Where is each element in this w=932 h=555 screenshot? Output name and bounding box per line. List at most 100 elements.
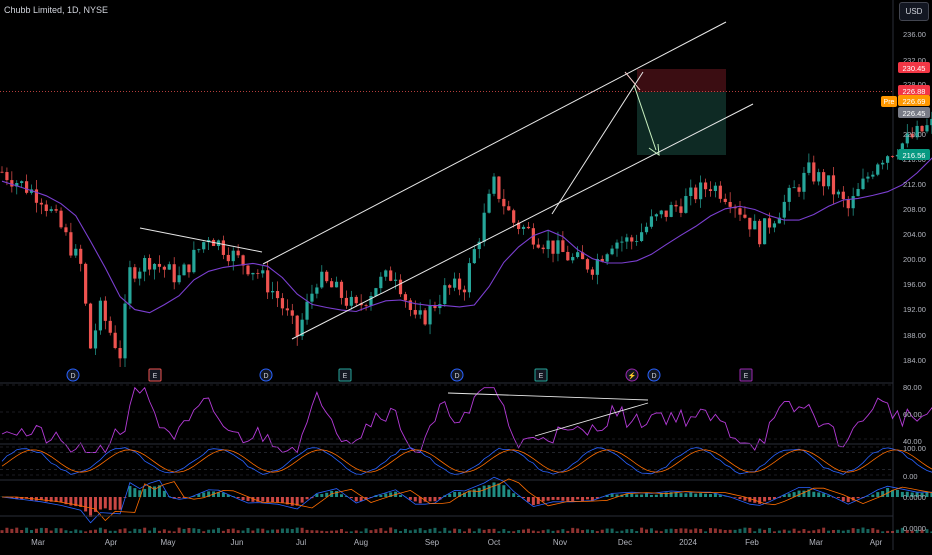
candle-body[interactable]: [832, 175, 835, 194]
candle-body[interactable]: [606, 254, 609, 261]
candle-body[interactable]: [310, 294, 313, 302]
candle-body[interactable]: [192, 250, 195, 272]
candle-body[interactable]: [463, 290, 466, 293]
candle-body[interactable]: [537, 245, 540, 248]
candle-body[interactable]: [458, 279, 461, 290]
candle-body[interactable]: [812, 162, 815, 181]
candle-body[interactable]: [591, 269, 594, 274]
moving-average-line[interactable]: [2, 98, 932, 313]
candle-body[interactable]: [182, 265, 185, 276]
candle-body[interactable]: [20, 181, 23, 183]
candle-body[interactable]: [842, 192, 845, 199]
candle-body[interactable]: [561, 240, 564, 252]
candle-body[interactable]: [856, 189, 859, 196]
profit-target-zone[interactable]: [637, 92, 726, 155]
candle-body[interactable]: [25, 181, 28, 193]
candle-body[interactable]: [655, 214, 658, 216]
candle-body[interactable]: [133, 267, 136, 278]
candle-body[interactable]: [443, 285, 446, 304]
candle-body[interactable]: [69, 232, 72, 255]
candle-body[interactable]: [674, 205, 677, 206]
candle-body[interactable]: [773, 223, 776, 227]
candle-body[interactable]: [729, 202, 732, 207]
candle-body[interactable]: [576, 252, 579, 257]
candle-body[interactable]: [684, 196, 687, 213]
candle-body[interactable]: [305, 302, 308, 320]
candle-body[interactable]: [84, 264, 87, 304]
candle-body[interactable]: [335, 282, 338, 288]
candle-body[interactable]: [123, 304, 126, 359]
candle-body[interactable]: [173, 264, 176, 282]
candle-body[interactable]: [699, 182, 702, 199]
candle-body[interactable]: [153, 264, 156, 270]
candle-body[interactable]: [276, 291, 279, 298]
candle-body[interactable]: [866, 177, 869, 179]
candle-body[interactable]: [99, 301, 102, 331]
candle-body[interactable]: [473, 249, 476, 263]
candle-body[interactable]: [320, 272, 323, 288]
currency-button[interactable]: USD: [899, 2, 929, 21]
candle-body[interactable]: [586, 259, 589, 269]
candle-body[interactable]: [871, 175, 874, 177]
candle-body[interactable]: [187, 265, 190, 273]
candle-body[interactable]: [891, 156, 894, 157]
candle-body[interactable]: [719, 186, 722, 199]
candle-body[interactable]: [364, 305, 367, 306]
candle-body[interactable]: [625, 237, 628, 241]
candle-body[interactable]: [197, 249, 200, 250]
candle-body[interactable]: [547, 241, 550, 250]
candle-body[interactable]: [50, 209, 53, 211]
candle-body[interactable]: [807, 162, 810, 172]
candle-body[interactable]: [89, 304, 92, 349]
candle-body[interactable]: [453, 279, 456, 288]
candle-body[interactable]: [640, 232, 643, 241]
candle-body[interactable]: [793, 187, 796, 188]
candle-body[interactable]: [660, 211, 663, 215]
candle-body[interactable]: [758, 221, 761, 244]
candle-body[interactable]: [768, 218, 771, 227]
rsi-line[interactable]: [2, 388, 932, 453]
candle-body[interactable]: [802, 173, 805, 192]
candle-body[interactable]: [404, 294, 407, 300]
candle-body[interactable]: [128, 267, 131, 303]
candle-body[interactable]: [330, 281, 333, 287]
candle-body[interactable]: [542, 248, 545, 249]
candle-body[interactable]: [424, 310, 427, 324]
candle-body[interactable]: [615, 243, 618, 249]
candle-body[interactable]: [10, 180, 13, 186]
candle-body[interactable]: [237, 251, 240, 256]
stop-loss-zone[interactable]: [637, 69, 726, 92]
candle-body[interactable]: [379, 277, 382, 288]
candle-body[interactable]: [202, 242, 205, 249]
candle-body[interactable]: [340, 282, 343, 298]
candle-body[interactable]: [94, 330, 97, 348]
candle-body[interactable]: [665, 211, 668, 217]
candle-body[interactable]: [246, 266, 249, 275]
candle-body[interactable]: [74, 249, 77, 256]
candle-body[interactable]: [788, 188, 791, 202]
stochastic-d-line[interactable]: [2, 450, 932, 472]
candle-body[interactable]: [64, 227, 67, 232]
candle-body[interactable]: [847, 199, 850, 208]
candle-body[interactable]: [55, 209, 58, 211]
candle-body[interactable]: [163, 267, 166, 270]
resistance-trendline[interactable]: [140, 228, 262, 252]
candle-body[interactable]: [596, 259, 599, 275]
rising-wedge-line[interactable]: [552, 72, 643, 214]
candle-body[interactable]: [650, 216, 653, 226]
candle-body[interactable]: [886, 156, 889, 163]
candle-body[interactable]: [743, 215, 746, 218]
candle-body[interactable]: [492, 177, 495, 194]
candle-body[interactable]: [350, 297, 353, 306]
candle-body[interactable]: [178, 275, 181, 282]
candle-body[interactable]: [704, 182, 707, 189]
candle-body[interactable]: [40, 203, 43, 205]
candle-body[interactable]: [232, 251, 235, 261]
candle-body[interactable]: [118, 348, 121, 358]
candle-body[interactable]: [630, 237, 633, 241]
candle-body[interactable]: [861, 179, 864, 189]
candle-body[interactable]: [709, 189, 712, 191]
candle-body[interactable]: [419, 310, 422, 314]
candle-body[interactable]: [158, 264, 161, 267]
candle-body[interactable]: [143, 258, 146, 272]
